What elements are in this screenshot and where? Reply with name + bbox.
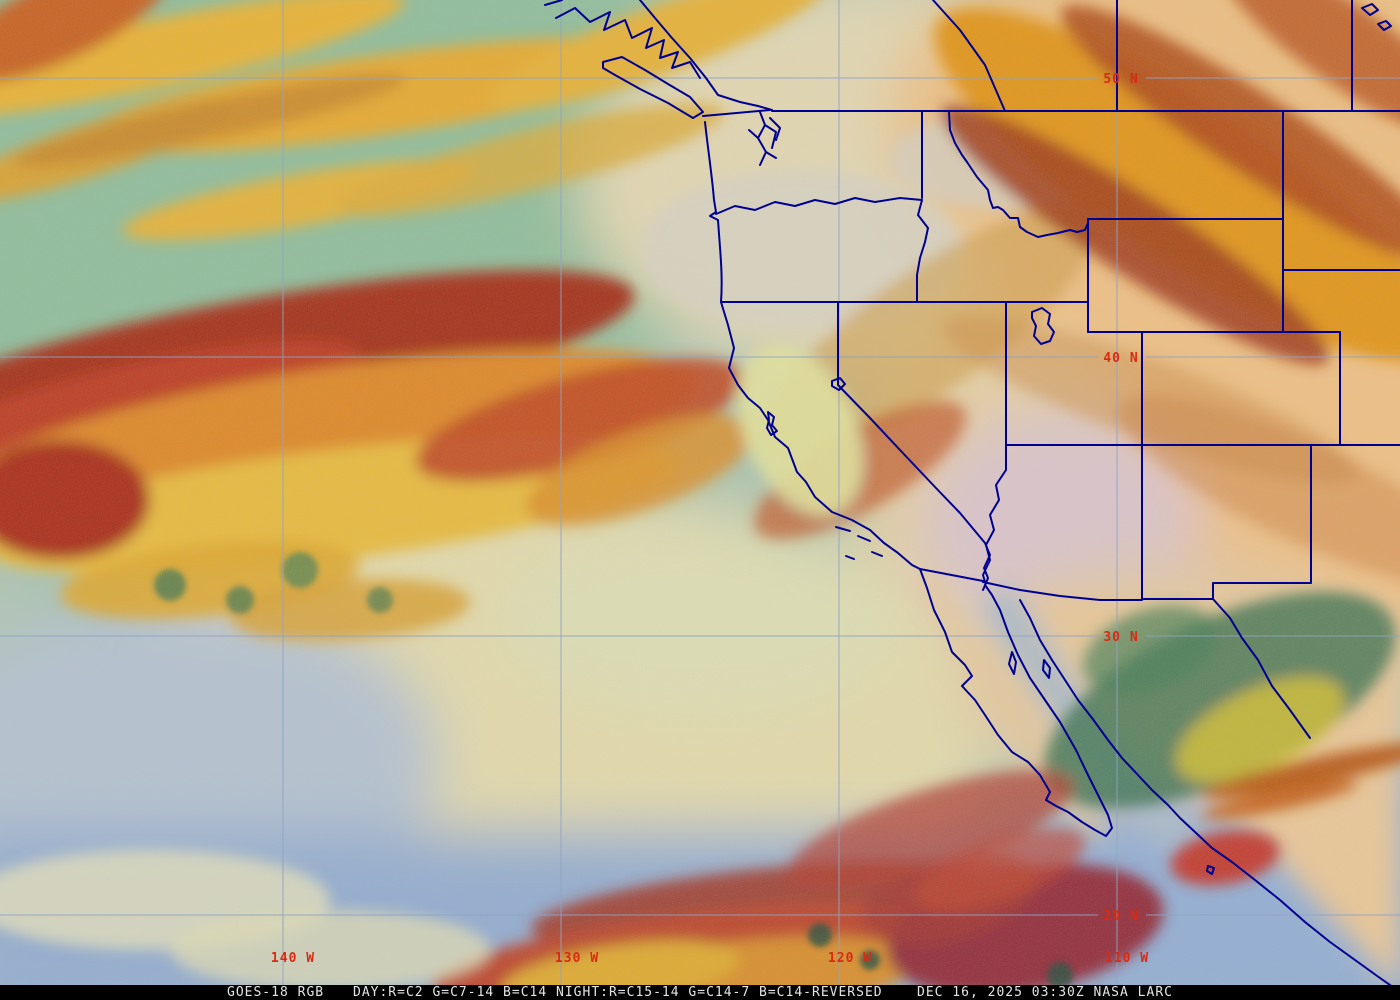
lon-label-110w: 110 W (1105, 951, 1149, 966)
ca-mexico-border (919, 568, 984, 582)
timestamp-label: DEC 16, 2025 03:30Z NASA LARC (917, 985, 1173, 1000)
bc-alberta-border (932, 0, 1006, 112)
columbia-river-border (715, 197, 923, 215)
product-label: GOES-18 RGB (227, 985, 325, 1000)
az-mexico-border (982, 581, 1143, 601)
lon-label-130w: 130 W (555, 951, 599, 966)
rgb-recipe-label: DAY:R=C2 G=C7-14 B=C14 NIGHT:R=C15-14 G=… (353, 985, 883, 1000)
lon-label-120w: 120 W (828, 951, 872, 966)
snake-river-border (916, 199, 929, 303)
vancouver-island (602, 56, 704, 119)
san-francisco-bay (766, 411, 778, 436)
sonora-sinaloa-coast (1019, 599, 1392, 985)
channel-islands (835, 526, 883, 560)
lake-tahoe (831, 377, 846, 391)
puget-sound (702, 109, 781, 166)
lat-label-20n: 20 N (1103, 909, 1138, 924)
lon-label-140w: 140 W (271, 951, 315, 966)
bc-coast (544, 0, 701, 79)
rio-grande-border (1212, 598, 1311, 739)
nm-tx-border (1212, 444, 1312, 600)
graticule-labels: 50 N 40 N 30 N 20 N 140 W 130 W 120 W 11… (271, 72, 1149, 966)
lat-label-30n: 30 N (1103, 630, 1138, 645)
colorado-river-border (982, 444, 1007, 583)
pacific-coastline (704, 121, 921, 570)
manitoba-lakes (1361, 3, 1392, 31)
gulf-islands (1008, 651, 1215, 875)
id-mt-border (948, 111, 1089, 238)
great-salt-lake (1031, 307, 1055, 345)
lat-label-50n: 50 N (1103, 72, 1138, 87)
bc-mainland-coast (639, 0, 773, 111)
status-bar: GOES-18 RGB DAY:R=C2 G=C7-14 B=C14 NIGHT… (0, 985, 1400, 1000)
lat-label-40n: 40 N (1103, 351, 1138, 366)
map-borders (544, 0, 1400, 985)
baja-california-coast (919, 568, 1113, 837)
